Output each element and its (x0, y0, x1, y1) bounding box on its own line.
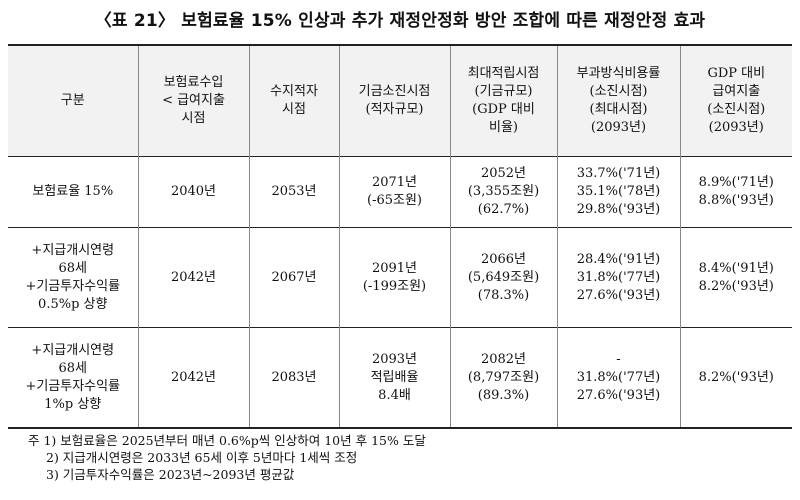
table-cell: 8.9%('71년) 8.8%('93년) (679, 156, 792, 228)
table-cell: 2042년 (137, 327, 249, 428)
header-cell: 보험료수입 < 급여지출 시점 (137, 45, 249, 157)
header-cell: GDP 대비 급여지출 (소진시점) (2093년) (679, 45, 792, 157)
table-cell: 2040년 (137, 156, 249, 228)
table-row: +지급개시연령 68세 +기금투자수익률 0.5%p 상향 2042년 2067… (8, 227, 792, 328)
row-label: +지급개시연령 68세 +기금투자수익률 0.5%p 상향 (25, 242, 121, 312)
table-row: 보험료율 15% 2040년 2053년 2071년 (-65조원) 2052년… (8, 156, 792, 228)
table-cell: 2083년 (248, 327, 339, 428)
table-title: 〈표 21〉 보험료율 15% 인상과 추가 재정안정화 방안 조합에 따른 재… (94, 11, 706, 31)
header-cell: 구분 (8, 45, 138, 157)
table-cell: 2071년 (-65조원) (338, 156, 450, 228)
row-label: +지급개시연령 68세 +기금투자수익률 1%p 상향 (25, 342, 121, 412)
header-cell: 기금소진시점 (적자규모) (338, 45, 450, 157)
table-cell: - 31.8%('77년) 27.6%('93년) (556, 327, 680, 428)
header-cell: 부과방식비용률 (소진시점) (최대시점) (2093년) (556, 45, 680, 157)
header-row: 구분 보험료수입 < 급여지출 시점 수지적자 시점 기금소진시점 (적자규모)… (8, 45, 792, 157)
header-cell: 최대적립시점 (기금규모) (GDP 대비 비율) (449, 45, 557, 157)
note-2: 2) 지급개시연령은 2033년 65세 이후 5년마다 1세씩 조정 (46, 450, 358, 465)
table-cell: 2082년 (8,797조원) (89.3%) (449, 327, 557, 428)
row-label: 보험료율 15% (32, 184, 114, 199)
note-3: 3) 기금투자수익률은 2023년~2093년 평균값 (46, 467, 295, 482)
table-cell: 2091년 (-199조원) (338, 227, 450, 328)
table-cell: 2052년 (3,355조원) (62.7%) (449, 156, 557, 228)
table-cell: 8.4%('91년) 8.2%('93년) (679, 227, 792, 328)
note-1: 주 1) 보험료율은 2025년부터 매년 0.6%p씩 인상하여 10년 후 … (28, 433, 426, 448)
table-notes: 주 1) 보험료율은 2025년부터 매년 0.6%p씩 인상하여 10년 후 … (28, 432, 426, 483)
table-cell: 2067년 (248, 227, 339, 328)
table-cell: 2042년 (137, 227, 249, 328)
table-row: +지급개시연령 68세 +기금투자수익률 1%p 상향 2042년 2083년 … (8, 327, 792, 428)
table-cell: 2066년 (5,649조원) (78.3%) (449, 227, 557, 328)
table-cell: 28.4%('91년) 31.8%('77년) 27.6%('93년) (556, 227, 680, 328)
table-cell: 2053년 (248, 156, 339, 228)
header-cell: 수지적자 시점 (248, 45, 339, 157)
table-cell: 2093년 적립배율 8.4배 (338, 327, 450, 428)
table-cell: 8.2%('93년) (679, 327, 792, 428)
data-table: 구분 보험료수입 < 급여지출 시점 수지적자 시점 기금소진시점 (적자규모)… (8, 44, 792, 429)
table-cell: 33.7%('71년) 35.1%('78년) 29.8%('93년) (556, 156, 680, 228)
